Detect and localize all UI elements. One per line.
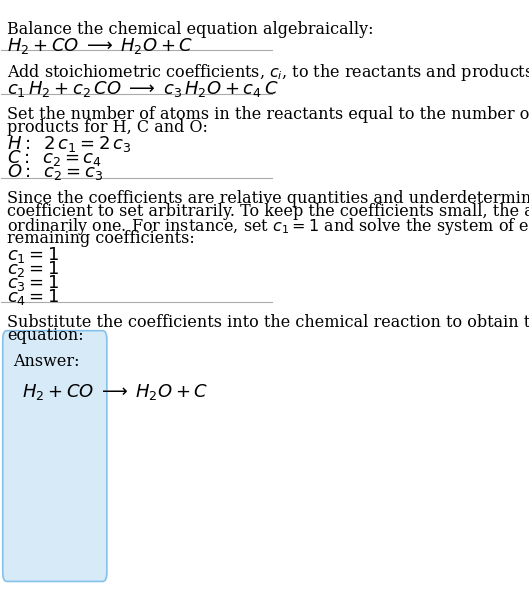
Text: $C:\;\; c_2 = c_4$: $C:\;\; c_2 = c_4$ <box>7 148 102 168</box>
Text: Substitute the coefficients into the chemical reaction to obtain the balanced: Substitute the coefficients into the che… <box>7 314 529 331</box>
Text: Balance the chemical equation algebraically:: Balance the chemical equation algebraica… <box>7 21 373 38</box>
Text: Answer:: Answer: <box>14 353 80 370</box>
Text: products for H, C and O:: products for H, C and O: <box>7 119 208 136</box>
Text: $H_2 + CO \;\longrightarrow\; H_2O + C$: $H_2 + CO \;\longrightarrow\; H_2O + C$ <box>22 382 208 402</box>
Text: $c_4 = 1$: $c_4 = 1$ <box>7 287 59 307</box>
Text: $H:\;\; 2\,c_1 = 2\,c_3$: $H:\;\; 2\,c_1 = 2\,c_3$ <box>7 134 131 154</box>
Text: Since the coefficients are relative quantities and underdetermined, choose a: Since the coefficients are relative quan… <box>7 190 529 207</box>
Text: $O:\;\; c_2 = c_3$: $O:\;\; c_2 = c_3$ <box>7 162 103 182</box>
FancyBboxPatch shape <box>3 331 107 582</box>
Text: Set the number of atoms in the reactants equal to the number of atoms in the: Set the number of atoms in the reactants… <box>7 106 529 123</box>
Text: remaining coefficients:: remaining coefficients: <box>7 230 195 247</box>
Text: $H_2 + CO \;\longrightarrow\; H_2O + C$: $H_2 + CO \;\longrightarrow\; H_2O + C$ <box>7 36 193 56</box>
Text: equation:: equation: <box>7 327 84 344</box>
Text: $c_2 = 1$: $c_2 = 1$ <box>7 259 59 279</box>
Text: ordinarily one. For instance, set $c_1 = 1$ and solve the system of equations fo: ordinarily one. For instance, set $c_1 =… <box>7 217 529 237</box>
Text: $c_3 = 1$: $c_3 = 1$ <box>7 273 59 293</box>
Text: $c_1 = 1$: $c_1 = 1$ <box>7 245 59 265</box>
Text: coefficient to set arbitrarily. To keep the coefficients small, the arbitrary va: coefficient to set arbitrarily. To keep … <box>7 203 529 220</box>
Text: Add stoichiometric coefficients, $c_i$, to the reactants and products:: Add stoichiometric coefficients, $c_i$, … <box>7 62 529 83</box>
Text: $c_1\, H_2 + c_2\, CO \;\longrightarrow\; c_3\, H_2O + c_4\, C$: $c_1\, H_2 + c_2\, CO \;\longrightarrow\… <box>7 79 278 99</box>
